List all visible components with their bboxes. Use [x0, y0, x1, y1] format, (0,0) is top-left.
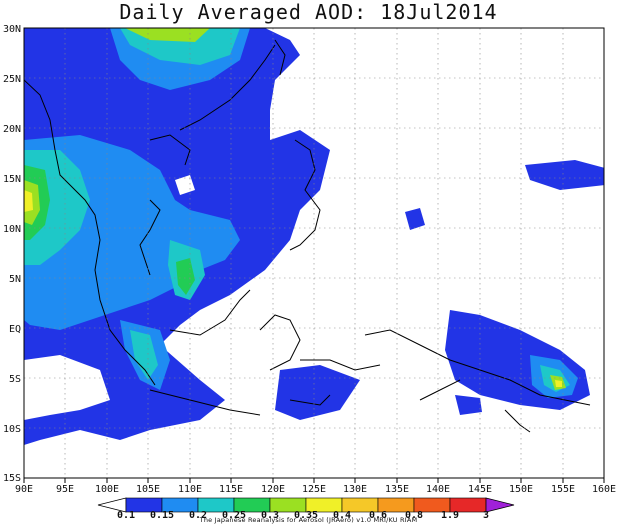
colorbar-label: 0.15 [150, 510, 174, 521]
map-title: Daily Averaged AOD: 18Jul2014 [119, 0, 498, 24]
lon-label: 145E [468, 484, 492, 495]
aod-gap-3 [200, 310, 260, 350]
colorbar-label: 3 [483, 510, 489, 521]
colorbar-label: 0.25 [222, 510, 246, 521]
tick-marks [23, 478, 605, 483]
aod-region-green2 [176, 258, 195, 295]
lon-label: 95E [56, 484, 74, 495]
aod-field [24, 28, 604, 445]
lon-labels: 90E 95E 100E 105E 110E 115E 120E 125E 13… [15, 484, 616, 495]
lon-label: 125E [302, 484, 326, 495]
colorbar-label: 1.9 [441, 510, 459, 521]
aod-region-yg2 [125, 28, 210, 42]
lon-label: 130E [343, 484, 367, 495]
lat-label: 30N [3, 24, 21, 35]
lon-label: 105E [136, 484, 160, 495]
lat-label: 15N [3, 174, 21, 185]
aod-gap-2 [175, 175, 195, 195]
aod-region-cyan4 [130, 330, 158, 380]
credit-text: The Japanese Reanalysis for Aerosol (JRA… [199, 516, 418, 524]
colorbar-label: 0.3 [261, 510, 279, 521]
colorbar-labels: 0.1 0.15 0.2 0.25 0.3 0.35 0.4 0.6 0.8 1.9 3 [117, 510, 489, 521]
aod-region-east4 [275, 365, 360, 420]
lon-label: 110E [178, 484, 202, 495]
colorbar-label: 0.1 [117, 510, 135, 521]
aod-region-east2 [405, 208, 425, 230]
colorbar: 0.1 0.15 0.2 0.25 0.3 0.35 0.4 0.6 0.8 1.9 3 [97, 497, 515, 521]
aod-region-east5 [455, 395, 482, 415]
aod-region-east1 [525, 160, 604, 190]
lat-label: 10N [3, 224, 21, 235]
lon-label: 140E [426, 484, 450, 495]
lon-label: 90E [15, 484, 33, 495]
lon-label: 120E [261, 484, 285, 495]
lat-label: 25N [3, 74, 21, 85]
colorbar-label: 0.2 [189, 510, 207, 521]
aod-region-east-yellow [555, 380, 562, 387]
colorbar-label: 0.6 [369, 510, 387, 521]
lat-label: 5S [9, 374, 21, 385]
lon-label: 150E [509, 484, 533, 495]
lon-label: 135E [385, 484, 409, 495]
lon-label: 115E [219, 484, 243, 495]
colorbar-label: 0.8 [405, 510, 423, 521]
colorbar-boxes [125, 497, 487, 513]
lat-label: 15S [3, 473, 21, 484]
colorbar-max-arrow [485, 497, 515, 513]
aod-gap-1 [24, 355, 110, 420]
lon-label: 155E [551, 484, 575, 495]
aod-region-yellow [24, 190, 33, 212]
lat-label: 20N [3, 124, 21, 135]
colorbar-label: 0.4 [333, 510, 351, 521]
lat-labels: 30N 25N 20N 15N 10N 5N EQ 5S 10S 15S [3, 24, 21, 484]
lat-label: EQ [9, 324, 21, 335]
lat-label: 10S [3, 424, 21, 435]
graticule [24, 28, 604, 478]
lat-label: 5N [9, 274, 21, 285]
colorbar-label: 0.35 [294, 510, 318, 521]
lon-label: 100E [95, 484, 119, 495]
lon-label: 160E [592, 484, 616, 495]
